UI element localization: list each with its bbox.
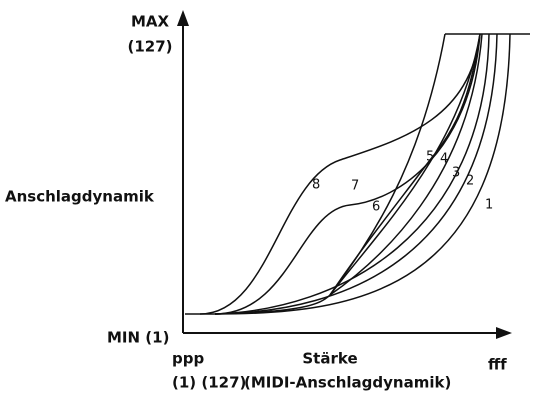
x-label: Stärke [302,350,357,368]
curve-label: 3 [452,166,460,181]
y-arrow [177,10,189,26]
curve-label: 1 [485,198,493,213]
x-range: (1) (127) [172,374,246,392]
x-max: fff [488,356,507,374]
curves [185,33,530,315]
curve-label: 6 [372,200,380,215]
y-max-value: (127) [127,38,172,56]
x-arrow [496,327,512,339]
x-min: ppp [172,350,204,368]
x-unit: (MIDI-Anschlagdynamik) [244,374,451,392]
y-min: MIN (1) [107,329,169,347]
curve-label: 4 [440,152,448,167]
y-label: Anschlagdynamik [5,188,155,206]
curve-label: 7 [351,179,359,194]
curve-label: 5 [426,150,434,165]
curve-label: 8 [312,178,320,193]
y-max: MAX [131,13,170,31]
curve-label: 2 [466,174,474,189]
